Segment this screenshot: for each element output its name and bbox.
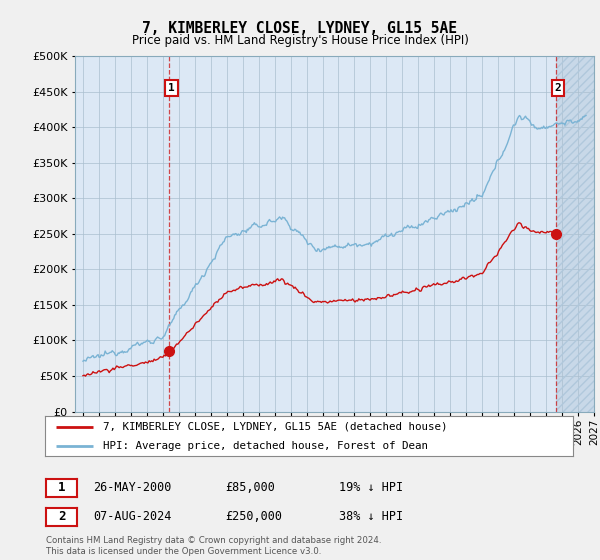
Text: 7, KIMBERLEY CLOSE, LYDNEY, GL15 5AE (detached house): 7, KIMBERLEY CLOSE, LYDNEY, GL15 5AE (de… [103, 422, 448, 432]
Text: 1: 1 [58, 481, 65, 494]
Text: £250,000: £250,000 [225, 510, 282, 523]
Text: 2: 2 [554, 83, 562, 93]
Text: £85,000: £85,000 [225, 480, 275, 494]
Text: 7, KIMBERLEY CLOSE, LYDNEY, GL15 5AE: 7, KIMBERLEY CLOSE, LYDNEY, GL15 5AE [143, 21, 458, 36]
Text: HPI: Average price, detached house, Forest of Dean: HPI: Average price, detached house, Fore… [103, 441, 428, 450]
Text: 1: 1 [168, 83, 175, 93]
Bar [556, 56, 594, 412]
Text: Price paid vs. HM Land Registry's House Price Index (HPI): Price paid vs. HM Land Registry's House … [131, 34, 469, 46]
Text: 2: 2 [58, 510, 65, 524]
Text: 38% ↓ HPI: 38% ↓ HPI [339, 510, 403, 523]
Text: Contains HM Land Registry data © Crown copyright and database right 2024.
This d: Contains HM Land Registry data © Crown c… [46, 536, 382, 556]
Text: 07-AUG-2024: 07-AUG-2024 [93, 510, 172, 523]
Text: 19% ↓ HPI: 19% ↓ HPI [339, 480, 403, 494]
Text: 26-MAY-2000: 26-MAY-2000 [93, 480, 172, 494]
